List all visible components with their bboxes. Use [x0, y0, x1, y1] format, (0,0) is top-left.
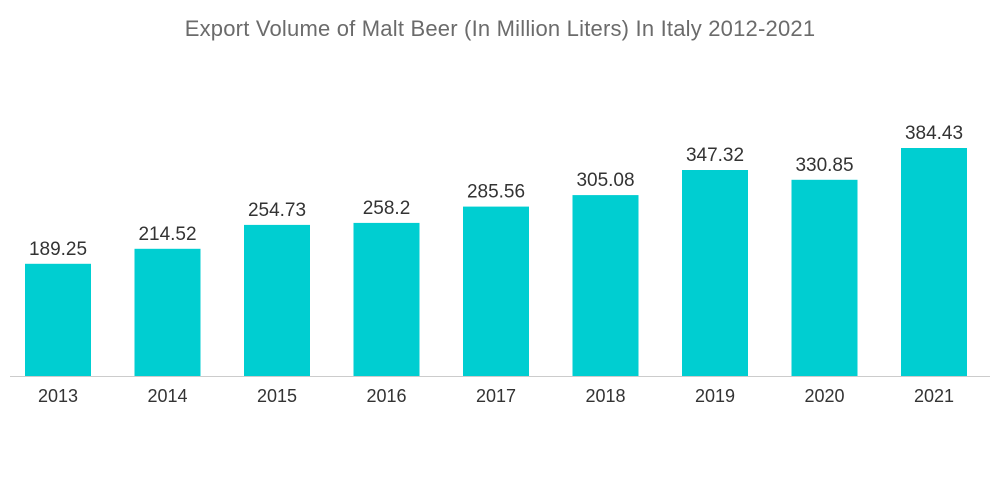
- x-tick-label-2018: 2018: [585, 386, 625, 406]
- bar-value-label-2019: 347.32: [686, 145, 744, 166]
- bar-value-label-2020: 330.85: [795, 155, 853, 176]
- bar-2015: [244, 224, 310, 376]
- bar-value-label-2014: 214.52: [138, 224, 196, 245]
- bar-value-label-2016: 258.2: [363, 198, 411, 219]
- bar-2021: [901, 148, 967, 376]
- bar-2017: [463, 206, 529, 376]
- chart-title: Export Volume of Malt Beer (In Million L…: [184, 16, 816, 41]
- bar-value-label-2013: 189.25: [29, 239, 87, 260]
- x-tick-label-2013: 2013: [38, 386, 78, 406]
- x-tick-label-2021: 2021: [914, 386, 954, 406]
- bar-2016: [353, 222, 420, 376]
- bar-2019: [682, 170, 748, 376]
- x-tick-label-2016: 2016: [366, 386, 406, 406]
- bar-2020: [791, 179, 858, 376]
- x-tick-label-2020: 2020: [804, 386, 844, 406]
- bar-value-label-2015: 254.73: [248, 200, 306, 221]
- x-tick-label-2017: 2017: [476, 386, 516, 406]
- x-tick-label-2019: 2019: [695, 386, 735, 406]
- bar-2014: [134, 248, 201, 376]
- x-tick-label-2014: 2014: [147, 386, 187, 406]
- bar-2013: [25, 263, 91, 376]
- x-tick-label-2015: 2015: [257, 386, 297, 406]
- bar-2018: [572, 195, 639, 376]
- bar-value-label-2018: 305.08: [576, 170, 634, 191]
- bar-value-label-2021: 384.43: [905, 123, 963, 144]
- bar-value-label-2017: 285.56: [467, 182, 525, 203]
